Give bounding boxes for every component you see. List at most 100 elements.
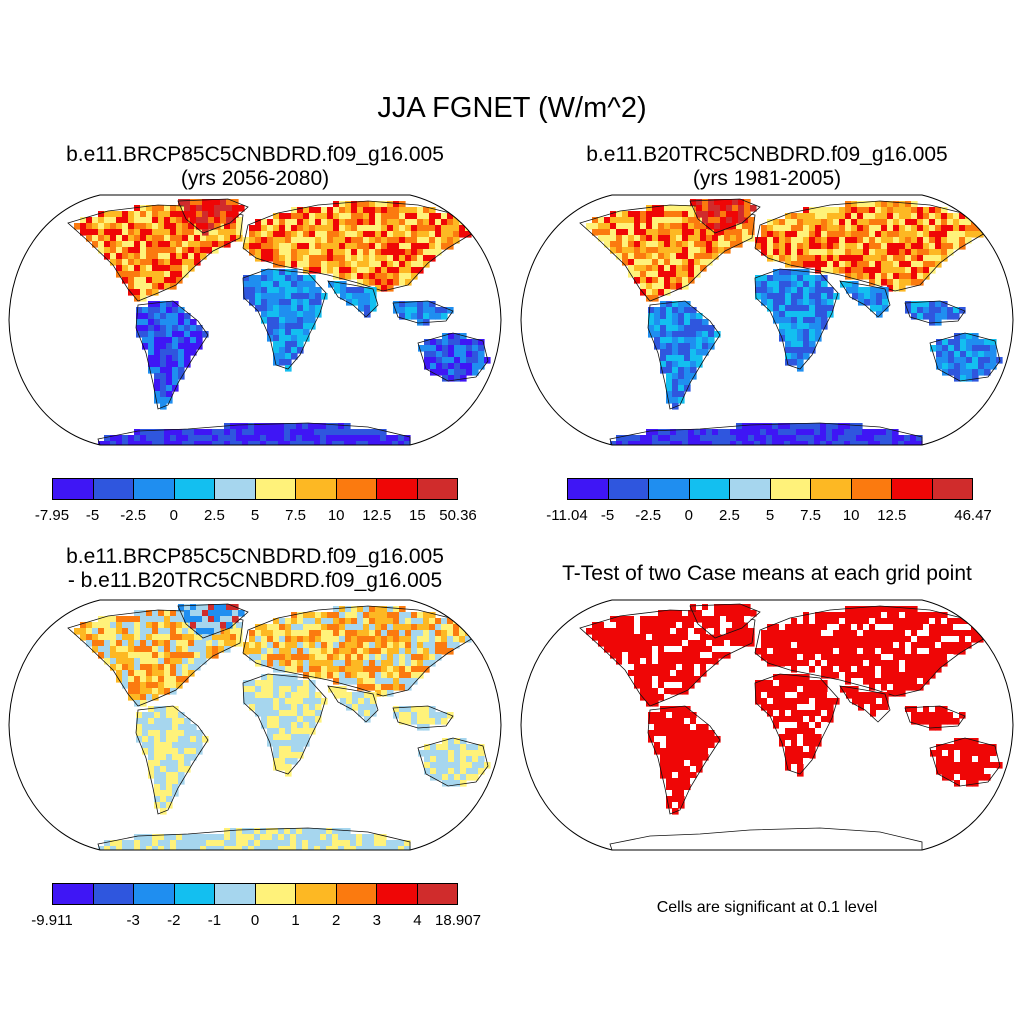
- landmass: [647, 300, 721, 410]
- landmass: [579, 204, 756, 302]
- colorbar-swatch: [932, 479, 972, 499]
- colorbar-swatch: [174, 479, 215, 499]
- colorbar-tick-label: -2.5: [120, 507, 147, 524]
- landmass: [904, 705, 966, 731]
- panel3-case-a: b.e11.BRCP85C5CNBDRD.f09_g16.005: [66, 545, 444, 568]
- colorbar-swatch: [255, 884, 296, 904]
- colorbar-tick-label: 15: [409, 507, 426, 524]
- colorbar-tick-label: 2.5: [718, 507, 740, 524]
- colorbar-future: [52, 478, 458, 500]
- colorbar-tick-label: 12.5: [362, 507, 392, 524]
- landmass: [67, 609, 244, 707]
- landmass: [929, 737, 1003, 787]
- panel4-title: T-Test of two Case means at each grid po…: [562, 562, 972, 585]
- landmass: [754, 673, 840, 777]
- map-difference-fgnet: [8, 599, 502, 851]
- colorbar-tick-label: 4: [413, 912, 422, 929]
- colorbar-swatch: [215, 479, 256, 499]
- colorbar-swatch: [568, 479, 609, 499]
- colorbar-tick-label: 12.5: [877, 507, 907, 524]
- landmass: [647, 705, 721, 815]
- landmass: [689, 198, 761, 236]
- landmass: [417, 737, 491, 787]
- colorbar-swatch: [134, 884, 175, 904]
- panel3-case-b: - b.e11.B20TRC5CNBDRD.f09_g16.005: [67, 569, 443, 592]
- panel2-case: b.e11.B20TRC5CNBDRD.f09_g16.005: [586, 143, 948, 166]
- colorbar-difference: [52, 883, 458, 905]
- map-boundary: [8, 194, 502, 446]
- colorbar-swatch: [93, 479, 134, 499]
- colorbar-swatch: [851, 479, 892, 499]
- colorbar-tick-label: 18.907: [435, 912, 481, 929]
- landmass: [327, 685, 379, 723]
- map-boundary: [8, 599, 502, 851]
- landmass: [327, 280, 379, 318]
- map-historical-fgnet: [520, 194, 1014, 446]
- colorbar-tick-label: 0: [684, 507, 693, 524]
- colorbar-historical: [567, 478, 973, 500]
- panel3-title: b.e11.BRCP85C5CNBDRD.f09_g16.005 - b.e11…: [8, 545, 502, 593]
- colorbar-swatch: [296, 884, 337, 904]
- landmass: [242, 200, 474, 292]
- landmass: [97, 422, 411, 445]
- map-future-fgnet: [8, 194, 502, 446]
- colorbar-swatch: [377, 479, 418, 499]
- colorbar-tick-label: 2.5: [203, 507, 225, 524]
- colorbar-tick-label: 7.5: [800, 507, 822, 524]
- map-boundary: [520, 194, 1014, 446]
- colorbar-tick-label: -9.911: [31, 912, 73, 929]
- colorbar-tick-label: 5: [765, 507, 775, 524]
- panel1-years: (yrs 2056-2080): [180, 167, 330, 190]
- landmass: [242, 268, 328, 372]
- colorbar-swatch: [892, 479, 933, 499]
- colorbar-swatch: [296, 479, 337, 499]
- landmass: [579, 609, 756, 707]
- colorbar-tick-label: 3: [372, 912, 381, 929]
- panel1-case: b.e11.BRCP85C5CNBDRD.f09_g16.005: [66, 143, 444, 166]
- landmass: [242, 605, 474, 697]
- colorbar-tick-label: 10: [327, 507, 345, 524]
- colorbar-tick-label: -3: [126, 912, 140, 929]
- landmass: [242, 673, 328, 777]
- colorbar-swatch: [336, 479, 377, 499]
- map-ttest-significance: [520, 599, 1014, 851]
- figure-title: JJA FGNET (W/m^2): [377, 92, 647, 124]
- landmass: [609, 422, 923, 445]
- colorbar-tick-label: 5: [250, 507, 260, 524]
- landmass: [609, 827, 923, 850]
- colorbar-tick-label: -11.04: [546, 507, 588, 524]
- panel2-years: (yrs 1981-2005): [692, 167, 842, 190]
- landmass: [135, 300, 209, 410]
- panel1-title: b.e11.BRCP85C5CNBDRD.f09_g16.005 (yrs 20…: [8, 143, 502, 191]
- landmass: [689, 603, 761, 641]
- colorbar-tick-label: -2.5: [635, 507, 662, 524]
- colorbar-swatch: [649, 479, 690, 499]
- colorbar-tick-label: 1: [291, 912, 300, 929]
- colorbar-tick-label: 50.36: [439, 507, 477, 524]
- colorbar-swatch: [53, 479, 94, 499]
- landmass: [754, 200, 986, 292]
- colorbar-swatch: [93, 884, 134, 904]
- colorbar-swatch: [811, 479, 852, 499]
- landmass: [417, 332, 491, 382]
- colorbar-swatch: [417, 479, 457, 499]
- colorbar-tick-label: -5: [600, 507, 615, 524]
- landmass: [929, 332, 1003, 382]
- colorbar-swatch: [770, 479, 811, 499]
- colorbar-swatch: [689, 479, 730, 499]
- landmass: [97, 827, 411, 850]
- landmass: [392, 300, 454, 326]
- landmass: [177, 198, 249, 236]
- panel2-title: b.e11.B20TRC5CNBDRD.f09_g16.005 (yrs 198…: [520, 143, 1014, 191]
- colorbar-swatch: [53, 884, 94, 904]
- landmass: [392, 705, 454, 731]
- significance-note: Cells are significant at 0.1 level: [656, 899, 878, 916]
- colorbar-tick-label: -1: [207, 912, 222, 929]
- colorbar-tick-label: 7.5: [285, 507, 307, 524]
- landmass: [135, 705, 209, 815]
- landmass: [839, 685, 891, 723]
- colorbar-swatch: [730, 479, 771, 499]
- landmass: [754, 268, 840, 372]
- colorbar-tick-label: -5: [85, 507, 100, 524]
- landmass: [839, 280, 891, 318]
